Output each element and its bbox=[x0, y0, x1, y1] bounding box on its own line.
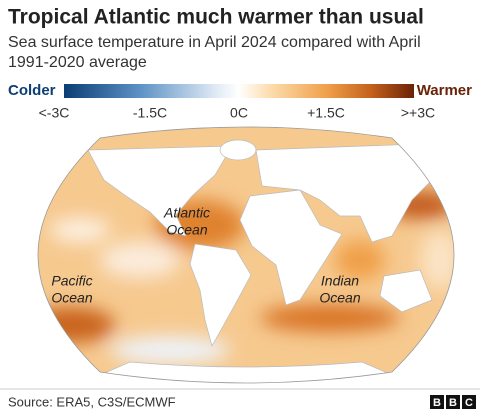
subtitle: 1991-2020 average bbox=[8, 54, 147, 71]
source: Source: ERA5, C3S/ECMWF bbox=[8, 394, 176, 409]
legend-tick-label: +1.5C bbox=[307, 105, 345, 121]
logo-letter: B bbox=[433, 397, 441, 409]
title: Tropical Atlantic much warmer than usual bbox=[8, 6, 424, 29]
logo-box bbox=[430, 395, 444, 409]
logo-box bbox=[446, 395, 460, 409]
ocean-label: Pacific bbox=[51, 273, 92, 289]
legend-tick-label: 0C bbox=[230, 105, 248, 121]
legend-tick-label: <-3C bbox=[39, 105, 70, 121]
legend-tick-label: >+3C bbox=[401, 105, 435, 121]
legend: Colder Warmer <-3C -1.5C 0C +1.5C >+3C bbox=[8, 82, 472, 121]
map bbox=[38, 127, 454, 383]
logo-box bbox=[462, 395, 476, 409]
color-scale bbox=[64, 84, 414, 98]
subtitle: Sea surface temperature in April 2024 co… bbox=[8, 34, 421, 51]
ocean-label: Indian bbox=[321, 273, 359, 289]
legend-colder: Colder bbox=[8, 82, 56, 99]
legend-tick-label: -1.5C bbox=[133, 105, 167, 121]
logo-letter: B bbox=[449, 397, 457, 409]
ocean-label: Ocean bbox=[51, 290, 92, 306]
legend-warmer: Warmer bbox=[417, 82, 472, 99]
ocean-label: Ocean bbox=[319, 290, 360, 306]
ocean-label: Ocean bbox=[166, 222, 207, 238]
map-outline bbox=[37, 126, 455, 384]
ocean-label: Atlantic bbox=[163, 205, 210, 221]
logo-letter: C bbox=[465, 397, 473, 409]
